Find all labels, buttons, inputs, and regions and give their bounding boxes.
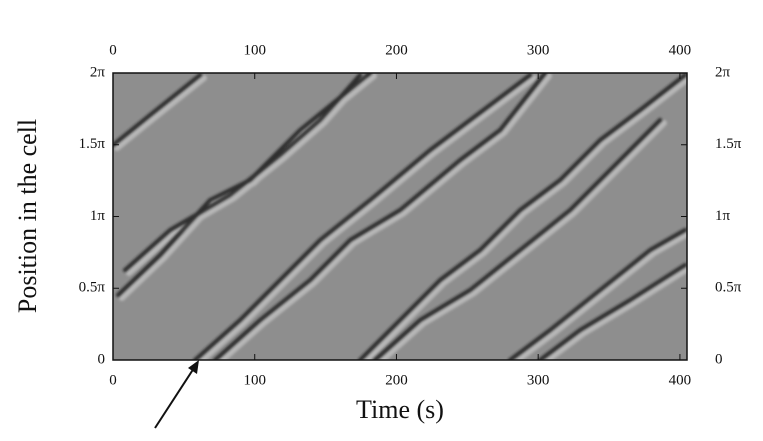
- x-tick-label: 0: [109, 372, 117, 388]
- y-axis-title: Position in the cell: [13, 119, 42, 313]
- x-tick-label: 400: [669, 372, 692, 388]
- y-tick-label-right: 0.5π: [715, 280, 742, 296]
- x-tick-label-top: 100: [243, 42, 266, 58]
- x-axis-title: Time (s): [356, 395, 444, 424]
- x-tick-label: 300: [527, 372, 550, 388]
- x-tick-label: 100: [243, 372, 266, 388]
- y-tick-label: 0: [98, 351, 106, 367]
- y-tick-label: 1.5π: [79, 136, 106, 152]
- y-tick-label: 0.5π: [79, 280, 106, 296]
- arrow: [154, 360, 199, 429]
- x-tick-label-top: 400: [669, 42, 692, 58]
- y-tick-label-right: 0: [715, 351, 723, 367]
- y-tick-label: 2π: [90, 64, 106, 80]
- y-tick-label-right: 2π: [715, 64, 731, 80]
- streaks: [113, 73, 687, 360]
- x-tick-label-top: 0: [109, 42, 117, 58]
- y-tick-label-right: 1.5π: [715, 136, 742, 152]
- y-tick-label: 1π: [90, 208, 106, 224]
- x-tick-label-top: 200: [385, 42, 408, 58]
- y-tick-label-right: 1π: [715, 208, 731, 224]
- x-tick-label-top: 300: [527, 42, 550, 58]
- x-tick-label: 200: [385, 372, 408, 388]
